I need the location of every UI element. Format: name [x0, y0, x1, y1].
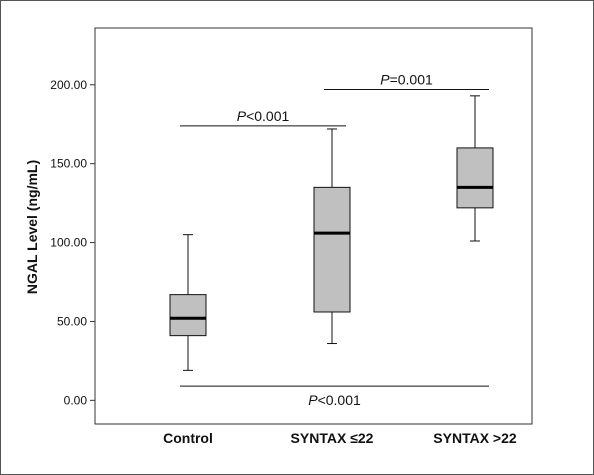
- box-1: [169, 234, 207, 371]
- x-category-label: SYNTAX ≤22: [291, 430, 374, 446]
- p-value-label: P<0.001: [308, 392, 361, 408]
- y-axis-label: NGAL Level (ng/mL): [24, 160, 40, 294]
- comparison-1: P<0.001: [180, 108, 346, 127]
- y-tick-label: 100.00: [50, 236, 87, 250]
- comparison-3: P<0.001: [180, 385, 489, 408]
- comparison-2: P=0.001: [324, 72, 489, 91]
- plot-area: [94, 27, 533, 425]
- p-value-label: P=0.001: [380, 72, 433, 88]
- x-category-label: SYNTAX >22: [433, 430, 517, 446]
- y-tick-label: 200.00: [50, 78, 87, 92]
- y-tick-label: 50.00: [57, 314, 87, 328]
- p-value-label: P<0.001: [237, 108, 290, 124]
- iqr-box: [313, 186, 351, 313]
- box-3: [456, 95, 494, 242]
- iqr-box: [169, 294, 207, 337]
- y-tick-label: 150.00: [50, 157, 87, 171]
- y-tick-label: 0.00: [64, 393, 88, 407]
- x-category-label: Control: [163, 430, 213, 446]
- iqr-box: [456, 147, 494, 209]
- box-2: [313, 128, 351, 345]
